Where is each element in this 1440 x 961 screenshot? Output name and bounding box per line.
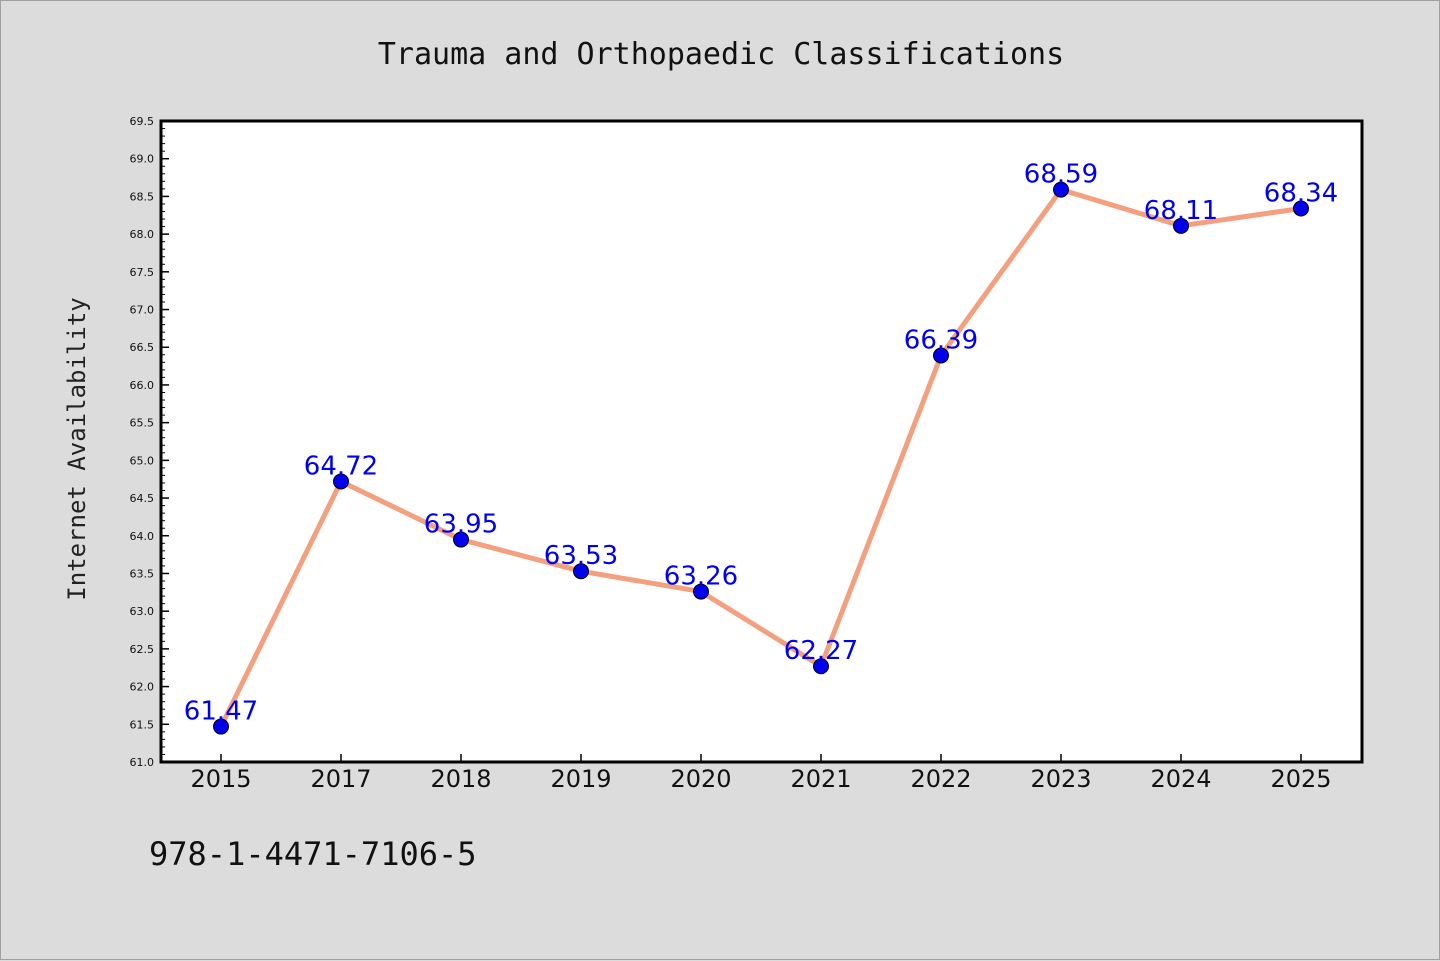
y-axis-label: Internet Availability <box>63 297 91 600</box>
y-tick-label: 61.5 <box>130 718 155 731</box>
footnote-text: 978-1-4471-7106-5 <box>149 835 477 873</box>
data-point <box>1293 200 1309 217</box>
series-polyline <box>218 187 1304 730</box>
y-tick-label: 68.0 <box>130 228 155 241</box>
data-point <box>933 347 949 364</box>
x-tick-label: 2019 <box>550 765 611 793</box>
data-label: 68.59 <box>1024 160 1098 190</box>
x-tick-label: 2022 <box>910 765 971 793</box>
x-tick-label: 2024 <box>1150 765 1211 793</box>
y-tick-label: 69.0 <box>130 153 155 166</box>
data-point <box>813 658 829 675</box>
series-line <box>213 181 1309 735</box>
y-tick-label: 61.0 <box>130 756 155 769</box>
y-tick-label: 62.0 <box>130 681 155 694</box>
data-label: 68.34 <box>1264 178 1338 208</box>
x-tick-label: 2017 <box>310 765 371 793</box>
data-point <box>213 718 229 735</box>
x-tick-label: 2021 <box>790 765 851 793</box>
data-point <box>693 583 709 600</box>
x-tick-label: 2020 <box>670 765 731 793</box>
data-point <box>453 531 469 548</box>
x-tick-label: 2015 <box>190 765 251 793</box>
chart-title: Trauma and Orthopaedic Classifications <box>378 37 1064 72</box>
data-labels: 61.47 64.72 63.95 63.53 63.26 62.27 66.39 68.59… <box>184 160 1338 727</box>
data-label: 61.47 <box>184 697 258 727</box>
x-tick-label: 2023 <box>1030 765 1091 793</box>
data-label: 63.26 <box>664 562 738 592</box>
data-point <box>1053 181 1069 198</box>
data-point <box>573 563 589 580</box>
plot-area <box>161 121 1362 762</box>
x-axis: 2015 2017 2018 2019 2020 2021 2022 2023 2024 2025 <box>190 754 1332 793</box>
plot-border <box>159 119 1364 764</box>
data-point <box>333 473 349 490</box>
y-tick-label: 64.5 <box>130 492 155 505</box>
y-tick-label: 63.5 <box>130 567 155 580</box>
y-tick-label: 63.0 <box>130 605 155 618</box>
y-tick-label: 67.0 <box>130 304 155 317</box>
data-label: 63.95 <box>424 510 498 540</box>
data-point <box>1173 217 1189 234</box>
data-label: 62.27 <box>784 636 858 666</box>
x-tick-label: 2025 <box>1270 765 1331 793</box>
y-tick-label: 69.5 <box>130 115 155 128</box>
data-label: 68.11 <box>1144 196 1218 226</box>
y-tick-label: 65.0 <box>130 454 155 467</box>
data-label: 63.53 <box>544 541 618 571</box>
y-tick-label: 66.5 <box>130 341 155 354</box>
data-label: 66.39 <box>904 326 978 356</box>
y-tick-label: 68.5 <box>130 190 155 203</box>
y-tick-label: 64.0 <box>130 530 155 543</box>
y-tick-label: 62.5 <box>130 643 155 656</box>
y-tick-label: 67.5 <box>130 266 155 279</box>
y-axis: 61.0 61.5 62.0 62.5 63.0 63.5 64.0 64.5 65.0 65.5… <box>130 115 169 769</box>
data-label: 64.72 <box>304 451 378 481</box>
y-tick-label: 66.0 <box>130 379 155 392</box>
y-tick-label: 65.5 <box>130 417 155 430</box>
x-tick-label: 2018 <box>430 765 491 793</box>
